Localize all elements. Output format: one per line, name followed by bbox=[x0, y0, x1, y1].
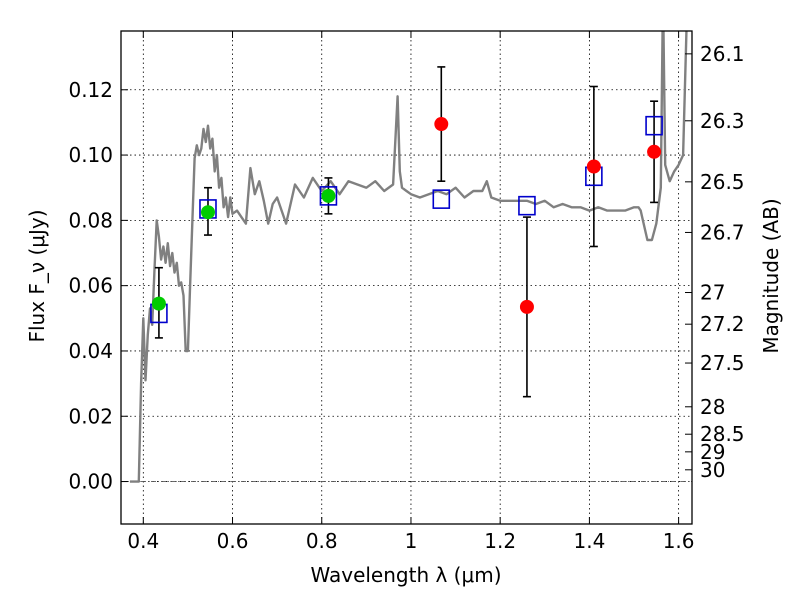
x-tick-label: 1.6 bbox=[663, 529, 695, 553]
x-tick-label: 1 bbox=[405, 529, 418, 553]
right-axis-tick-label: 29 bbox=[700, 440, 725, 464]
y-axis-label: Flux F_ν (μJy) bbox=[25, 209, 49, 342]
x-tick-label: 0.8 bbox=[306, 529, 338, 553]
right-axis-tick-label: 26.5 bbox=[700, 170, 745, 194]
observed-flux-point bbox=[519, 299, 534, 314]
right-axis-tick-label: 28 bbox=[700, 395, 725, 419]
y-tick-label: 0.02 bbox=[68, 404, 113, 428]
right-axis-tick-label: 26.7 bbox=[700, 220, 745, 244]
y-tick-label: 0.06 bbox=[68, 274, 113, 298]
x-tick-label: 1.2 bbox=[484, 529, 516, 553]
right-axis-tick-label: 26.3 bbox=[700, 109, 745, 133]
right-axis-tick-label: 27.2 bbox=[700, 312, 745, 336]
x-tick-label: 0.6 bbox=[217, 529, 249, 553]
right-axis-tick-label: 26.1 bbox=[700, 42, 745, 66]
x-tick-label: 1.4 bbox=[573, 529, 605, 553]
grid bbox=[121, 31, 692, 524]
right-axis-tick-label: 27 bbox=[700, 281, 725, 305]
plot-area bbox=[129, 31, 688, 483]
right-axis-tick-label: 30 bbox=[700, 458, 725, 482]
observed-flux-point bbox=[321, 188, 336, 203]
x-tick-label: 0.4 bbox=[127, 529, 159, 553]
y-tick-label: 0.12 bbox=[68, 78, 113, 102]
ticks bbox=[121, 31, 692, 524]
model-spectrum-line bbox=[129, 31, 688, 483]
y-tick-label: 0.08 bbox=[68, 208, 113, 232]
y-tick-label: 0.00 bbox=[68, 470, 113, 494]
observed-flux-point bbox=[586, 159, 601, 174]
model-photometry-square bbox=[518, 195, 536, 216]
model-photometry-square bbox=[645, 115, 663, 136]
observed-flux-point bbox=[151, 296, 166, 311]
observed-flux-point bbox=[200, 205, 215, 220]
right-axis-label: Magnitude (AB) bbox=[759, 198, 783, 353]
x-tick-labels: 0.4 0.6 0.8 1 1.2 1.4 1.6 bbox=[127, 529, 694, 553]
x-axis-label: Wavelength λ (μm) bbox=[310, 563, 501, 587]
model-photometry-square bbox=[432, 189, 451, 209]
y-tick-label: 0.04 bbox=[68, 339, 113, 363]
plot-frame bbox=[120, 30, 693, 525]
y-tick-label: 0.10 bbox=[68, 143, 113, 167]
y-tick-labels: 0.00 0.02 0.04 0.06 0.08 0.10 0.12 bbox=[68, 78, 113, 494]
observed-flux-point bbox=[647, 144, 662, 159]
observed-flux-point bbox=[434, 117, 449, 132]
right-axis-tick-label: 27.5 bbox=[700, 351, 745, 375]
right-axis-tick-label: 28.5 bbox=[700, 422, 745, 446]
model-photometry-square bbox=[319, 186, 338, 206]
